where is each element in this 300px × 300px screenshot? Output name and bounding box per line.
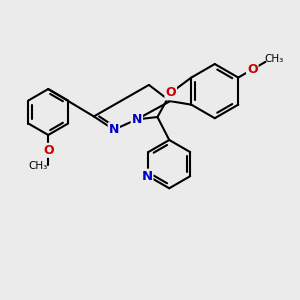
Text: O: O <box>165 86 176 99</box>
Text: N: N <box>132 113 142 126</box>
Text: O: O <box>247 63 258 76</box>
Text: O: O <box>43 144 53 157</box>
Text: N: N <box>141 170 152 183</box>
Text: N: N <box>109 123 119 136</box>
Text: CH₃: CH₃ <box>264 55 284 64</box>
Text: CH₃: CH₃ <box>28 160 47 171</box>
